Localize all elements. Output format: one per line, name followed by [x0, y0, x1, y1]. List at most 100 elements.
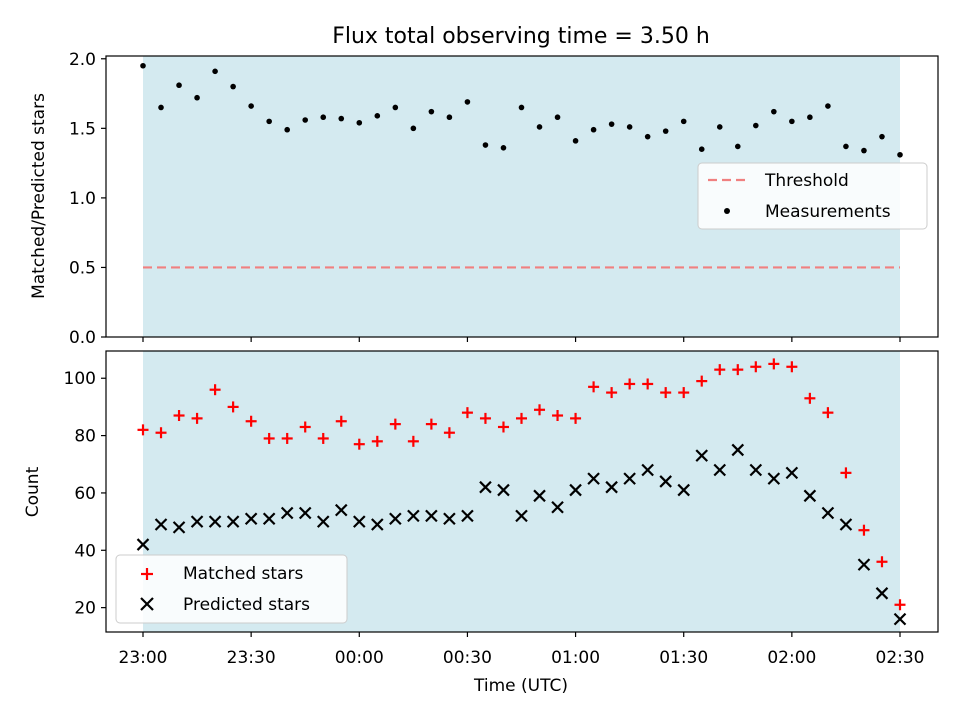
- x-stroke-b: [641, 463, 654, 477]
- bottom-legend-box: [115, 554, 348, 624]
- x-stroke-b: [298, 506, 312, 520]
- measurement-point: [897, 151, 903, 158]
- matched-star-point: [263, 432, 275, 444]
- measurement-point: [338, 115, 345, 122]
- matched-star-point: [461, 407, 473, 419]
- measurement-point: [861, 147, 867, 154]
- measurement-point: [284, 126, 290, 133]
- top-y-axis-label: Matched/Predicted stars: [29, 93, 49, 299]
- predicted-star-point: [389, 512, 402, 526]
- matched-star-point: [534, 404, 546, 416]
- bottom-legend: Matched stars Predicted stars: [115, 554, 348, 624]
- x-stroke-b: [731, 443, 745, 457]
- matched-star-point: [245, 415, 257, 427]
- predicted-star-point: [479, 480, 492, 494]
- x-axis-label: Time (UTC): [473, 676, 568, 696]
- legend-measurement-label: Measurements: [765, 202, 891, 222]
- predicted-star-point: [371, 518, 384, 531]
- matched-star-point: [281, 432, 293, 444]
- predicted-star-point: [497, 483, 510, 497]
- x-stroke-b: [605, 480, 618, 494]
- measurement-point: [482, 142, 489, 148]
- x-stroke-b: [767, 472, 781, 485]
- measurement-point: [608, 121, 615, 127]
- matched-star-point: [750, 361, 762, 373]
- matched-star-point: [660, 387, 672, 399]
- measurement-points: [140, 62, 903, 158]
- predicted-star-point: [190, 515, 204, 528]
- x-stroke-b: [569, 483, 582, 497]
- top-x-tick-marks: [142, 337, 901, 342]
- measurement-point: [680, 118, 687, 125]
- x-stroke-b: [785, 466, 799, 480]
- predicted-star-point: [353, 515, 366, 528]
- top-axes-frame: [105, 55, 939, 338]
- matched-star-point: [173, 410, 185, 422]
- x-tick-label: 02:00: [767, 648, 816, 668]
- x-stroke-b: [244, 512, 258, 526]
- top-y-tick-label: 0.0: [69, 328, 96, 348]
- legend-measurement-swatch: [724, 208, 730, 214]
- x-tick-label: 23:00: [119, 648, 168, 668]
- predicted-star-point: [172, 521, 186, 534]
- matched-star-point: [389, 418, 401, 430]
- measurement-point: [320, 114, 327, 121]
- predicted-star-point: [154, 518, 168, 531]
- measurement-point: [518, 104, 525, 111]
- predicted-star-point: [875, 587, 889, 600]
- measurement-point: [140, 62, 146, 69]
- measurement-point: [716, 124, 723, 130]
- chart-title: Flux total observing time = 3.50 h: [332, 24, 710, 49]
- matched-star-point: [209, 384, 221, 396]
- measurement-point: [158, 104, 164, 111]
- measurement-point: [825, 103, 831, 109]
- x-stroke-b: [461, 509, 474, 523]
- predicted-star-point: [208, 515, 222, 528]
- x-stroke-b: [875, 587, 889, 600]
- matched-star-point: [407, 435, 419, 447]
- matched-star-point: [786, 361, 798, 373]
- predicted-star-points: [136, 443, 907, 626]
- matched-star-point: [840, 467, 852, 479]
- measurement-point: [572, 138, 579, 144]
- bottom-y-ticks: 20 40 60 80 100: [64, 369, 106, 619]
- matched-star-point: [858, 524, 870, 536]
- measurement-point: [374, 113, 381, 119]
- top-legend-box: [697, 162, 928, 230]
- x-stroke-b: [280, 506, 294, 520]
- x-stroke-b: [533, 489, 546, 503]
- matched-star-point: [497, 421, 509, 433]
- x-stroke-b: [839, 518, 853, 531]
- measurement-point: [843, 143, 849, 150]
- matched-star-point: [425, 418, 437, 430]
- matched-star-point: [876, 556, 888, 568]
- x-stroke-b: [659, 475, 672, 488]
- bottom-y-tick-label: 100: [64, 369, 96, 389]
- matched-star-point: [137, 424, 149, 436]
- measurement-point: [590, 126, 597, 133]
- matched-star-point: [443, 427, 455, 439]
- measurement-point: [753, 122, 759, 129]
- x-tick-label: 01:00: [551, 648, 600, 668]
- measurement-point: [698, 146, 705, 153]
- predicted-star-point: [425, 509, 438, 523]
- predicted-star-point: [839, 518, 853, 531]
- predicted-star-point: [803, 489, 817, 503]
- x-stroke-b: [154, 518, 168, 531]
- matched-star-point: [624, 378, 636, 390]
- measurement-point: [176, 82, 182, 89]
- matched-star-point: [732, 364, 744, 376]
- bottom-y-tick-label: 40: [74, 541, 96, 561]
- x-stroke-b: [136, 538, 150, 551]
- measurement-point: [771, 108, 777, 115]
- predicted-star-point: [821, 506, 835, 520]
- predicted-star-point: [533, 489, 546, 503]
- bottom-y-tick-label: 80: [74, 427, 96, 447]
- legend-matched-swatch: [141, 568, 153, 580]
- measurement-point: [446, 114, 453, 121]
- x-stroke-b: [371, 518, 384, 531]
- predicted-star-point: [677, 483, 690, 497]
- predicted-star-point: [316, 515, 330, 528]
- predicted-star-point: [334, 503, 348, 517]
- x-tick-label: 23:30: [227, 648, 276, 668]
